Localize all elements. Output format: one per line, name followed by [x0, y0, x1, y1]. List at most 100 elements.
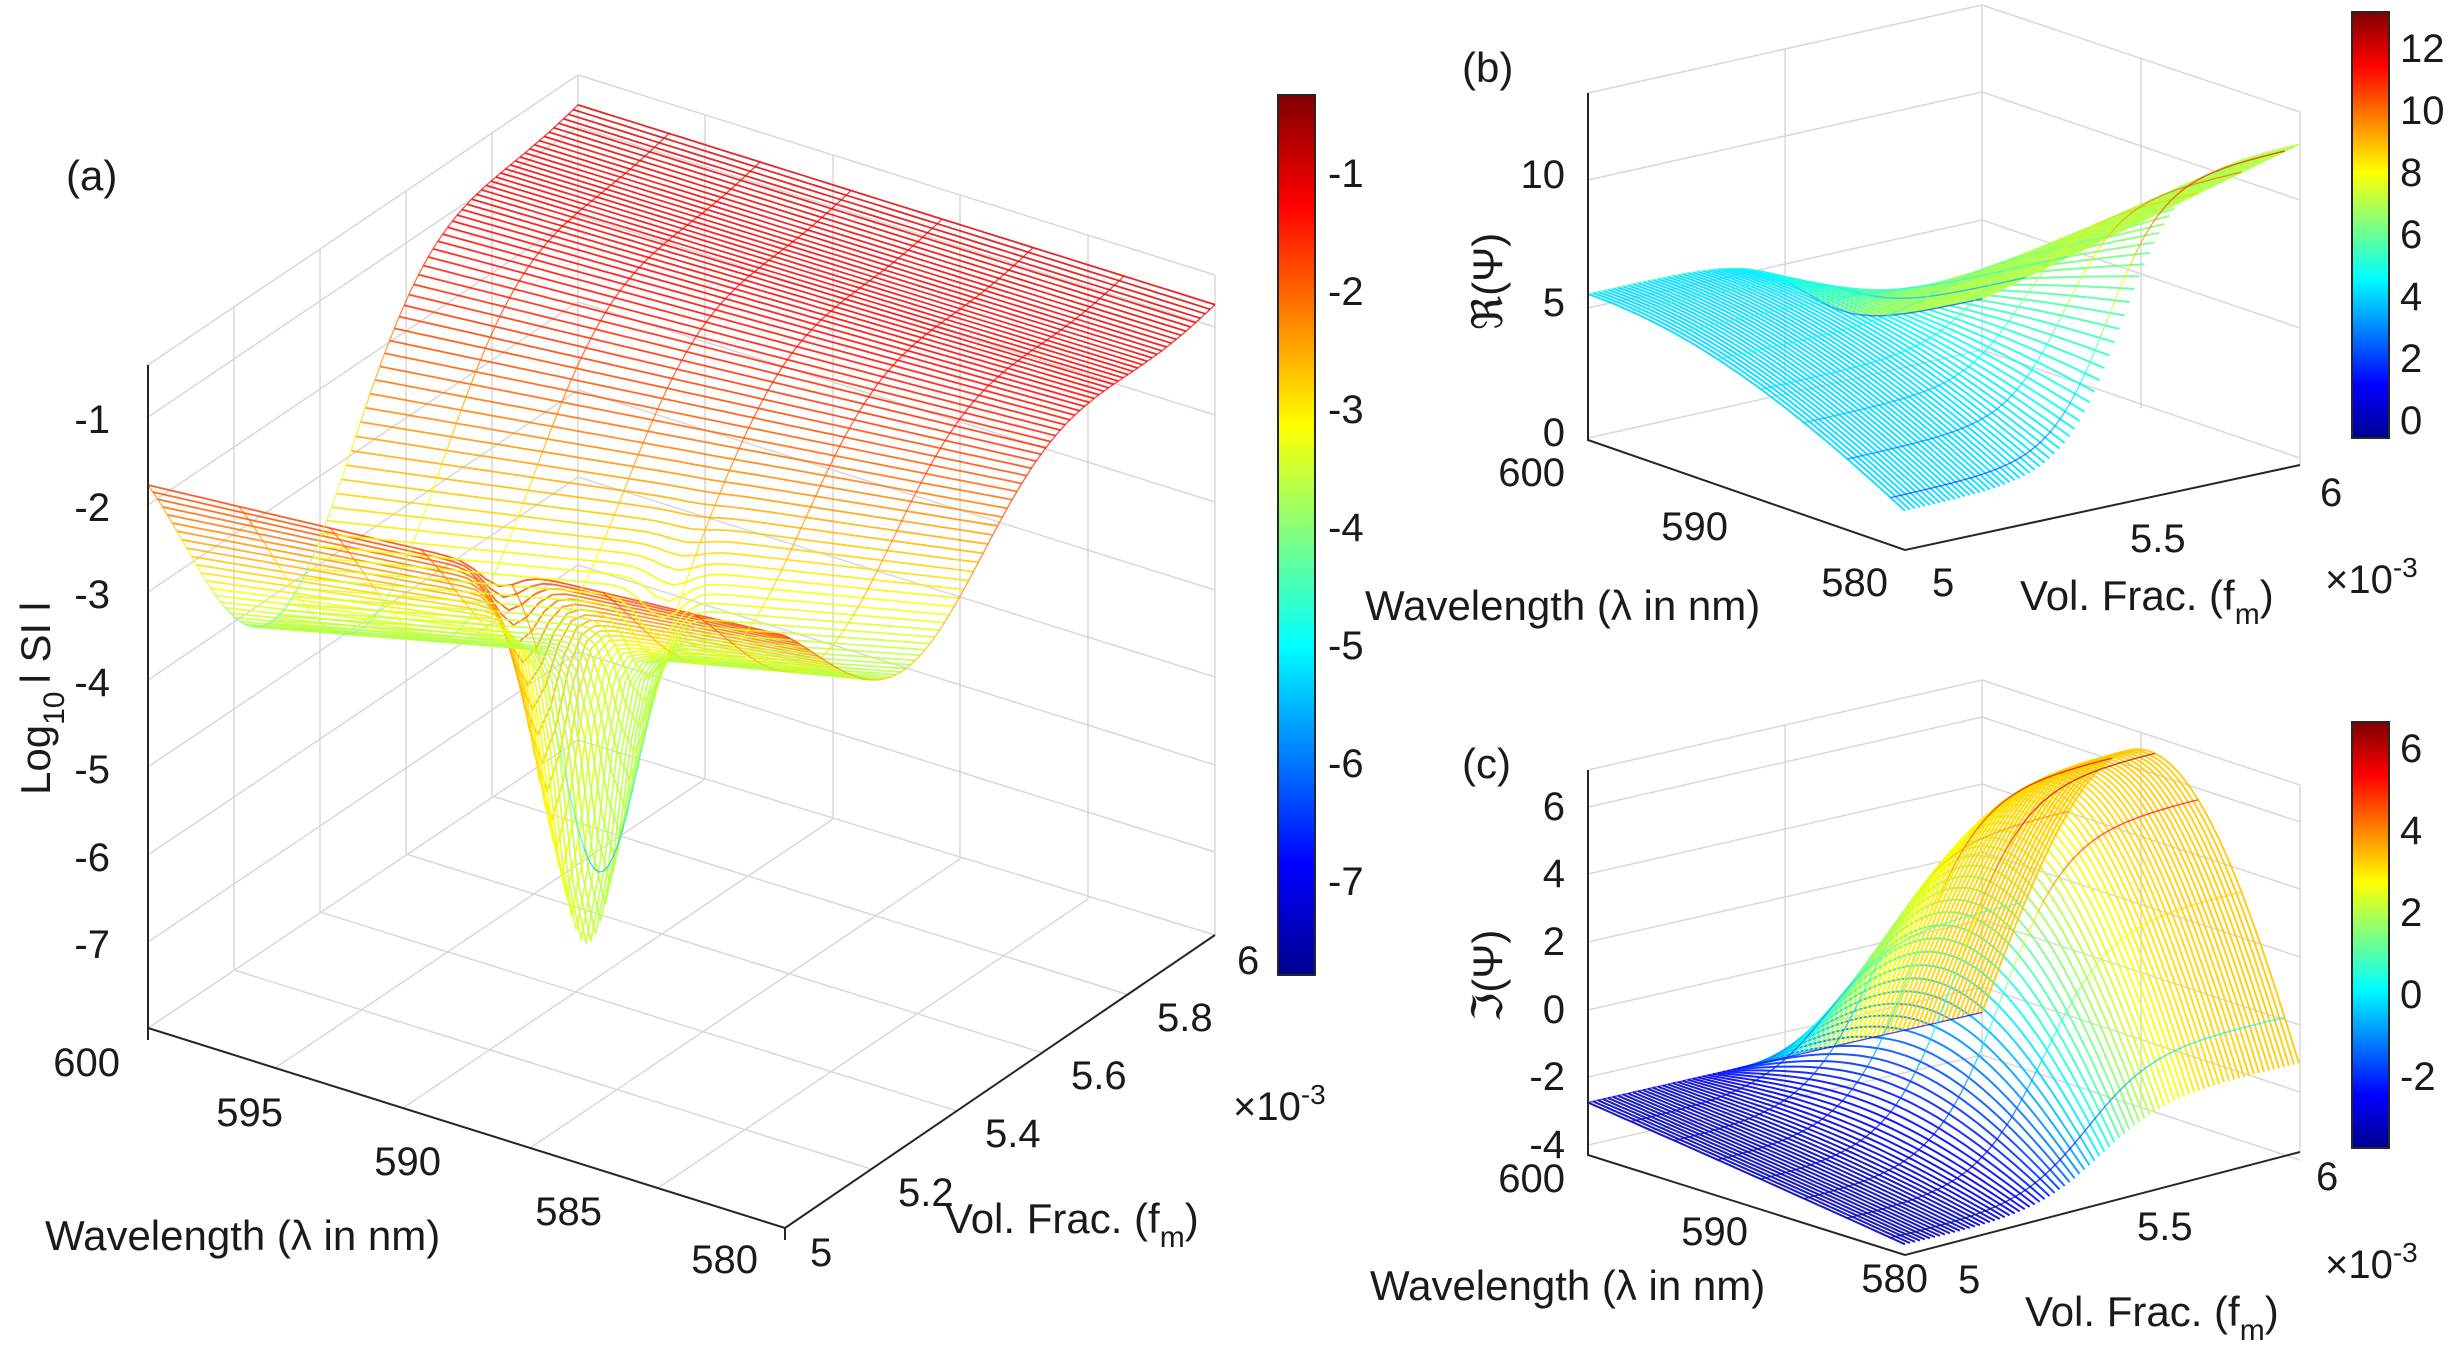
surfA-mesh-line	[442, 233, 1080, 412]
surfA-mesh-cross	[639, 155, 646, 162]
surfB-mesh-cross	[2054, 239, 2061, 243]
surfA-mesh-cross	[546, 426, 553, 440]
surfA-mesh-cross	[973, 394, 980, 402]
surfC-mesh-cross	[1780, 1171, 1786, 1175]
surfA-mesh-cross	[598, 870, 604, 873]
surfC-mesh-cross	[1858, 990, 1865, 1002]
surfA-mesh-cross	[1190, 322, 1197, 328]
surfA-mesh-cross	[620, 172, 626, 178]
surfC-mesh-cross	[1900, 939, 1906, 944]
surfB-mesh-line	[1702, 269, 2021, 479]
surfA-mesh-cross	[715, 303, 722, 311]
surfA-mesh-cross	[262, 540, 269, 550]
surfA-mesh-cross	[306, 557, 313, 569]
surfC-mesh-cross	[2017, 942, 2025, 956]
surfA-mesh-cross	[847, 672, 853, 677]
surfC-mesh-cross	[1893, 921, 1900, 932]
surfB-mesh-cross	[1798, 304, 1805, 307]
surfA-mesh-cross	[761, 598, 768, 608]
surfC-mesh-cross	[1920, 929, 1926, 934]
surfA-mesh-cross	[756, 606, 764, 616]
surfB-mesh-cross	[1689, 328, 1695, 331]
surfA-mesh-cross	[595, 320, 602, 330]
surfC-mesh-cross	[1908, 1153, 1915, 1159]
surfC-mesh-cross	[1862, 1212, 1868, 1215]
surfB-mesh-cross	[2023, 291, 2030, 300]
surfA-mesh-cross	[836, 199, 842, 205]
surfC-mesh-cross	[2114, 1089, 2121, 1096]
surfC-mesh-line	[1851, 814, 2171, 1104]
surfA-mesh-cross	[796, 340, 803, 348]
surfC-mesh-cross	[1875, 955, 1882, 962]
surfC-mesh-line	[1652, 1086, 1971, 1229]
surfA-mesh-cross	[507, 643, 514, 648]
surfC-mesh-cross	[1770, 1174, 1777, 1178]
surfC-mesh-cross	[1777, 1139, 1783, 1143]
surfC-mesh-cross	[1737, 1152, 1743, 1156]
panel-a-z-tick: -4	[74, 661, 110, 705]
surfC-mesh-cross	[1951, 1017, 1958, 1020]
surfB-mesh-cross	[1822, 301, 1828, 306]
surfC-mesh-cross	[2061, 770, 2068, 774]
surfC-mesh-cross	[1692, 1076, 1698, 1080]
surfA-mesh-line	[534, 143, 1172, 345]
surfC-mesh-cross	[2016, 788, 2023, 794]
surfA-mesh-line	[558, 122, 1196, 324]
surfB-mesh-cross	[1777, 276, 1783, 281]
surfB-mesh-cross	[2000, 281, 2006, 284]
surfC-mesh-cross	[1699, 1132, 1705, 1135]
surfB-mesh-cross	[2114, 221, 2121, 225]
surfB-mesh-cross	[1724, 320, 1730, 323]
surfA-mesh-cross	[514, 156, 521, 162]
surfC-mesh-cross	[1953, 1096, 1960, 1107]
surfA-mesh-line	[471, 198, 1109, 389]
surfB-mesh-cross	[2249, 158, 2255, 161]
surfB-mesh-cross	[2234, 162, 2240, 166]
surfA-mesh-cross	[561, 390, 568, 403]
surfA-mesh-cross	[1027, 247, 1034, 253]
surfA-mesh-line	[350, 449, 989, 545]
surfA-mesh-cross	[667, 235, 674, 241]
surfC-mesh-cross	[2059, 1153, 2066, 1161]
surfB-mesh-line	[1677, 274, 1996, 489]
surfC-mesh-cross	[1820, 1014, 1827, 1022]
surfA-mesh-cross	[572, 104, 579, 111]
surfC-mesh-cross	[1797, 1130, 1803, 1135]
surfB-mesh-cross	[1976, 269, 1983, 273]
surfC-mesh-cross	[1921, 926, 1928, 940]
surfA-mesh-cross	[181, 539, 188, 549]
surfC-mesh-cross	[1872, 1035, 1878, 1039]
surfC-mesh-cross	[1684, 1136, 1690, 1139]
surfB-mesh-cross	[2192, 192, 2199, 196]
surfA-mesh-cross	[603, 865, 610, 872]
surfA-mesh-cross	[881, 550, 888, 561]
surfA-mesh-cross	[565, 608, 572, 618]
surfC-mesh-line	[1662, 1084, 1981, 1227]
surfA-mesh-cross	[843, 622, 850, 631]
surfB-mesh-cross	[1827, 331, 1833, 335]
surfB-mesh-cross	[1981, 415, 1988, 420]
surfC-mesh-cross	[2139, 755, 2146, 758]
surfA-mesh-cross	[363, 572, 370, 581]
panel-a-y-label: Vol. Frac. (fm)	[945, 1195, 1199, 1254]
surfB-mesh-cross	[1772, 345, 1778, 348]
surfC-mesh-cross	[2051, 773, 2058, 777]
surfB-mesh-cross	[2146, 199, 2152, 204]
surfA-mesh-line	[384, 352, 1022, 485]
surfB-mesh-cross	[1857, 454, 1863, 458]
surfA-mesh-cross	[529, 144, 535, 150]
surfB-mesh-cross	[2104, 224, 2111, 227]
surfB-mesh-cross	[1994, 275, 2001, 281]
surfC-mesh-cross	[2052, 876, 2060, 885]
surfA-mesh-cross	[497, 637, 504, 643]
surfB-mesh-cross	[1760, 283, 1766, 286]
surfC-mesh-cross	[1662, 1083, 1668, 1087]
surfC-mesh-cross	[2139, 1067, 2146, 1073]
surfB-mesh-cross	[2149, 219, 2156, 228]
surfB-mesh-cross	[2103, 218, 2109, 222]
surfB-mesh-cross	[1955, 290, 1961, 293]
surfA-mesh-cross	[449, 583, 456, 591]
surfB-mesh-cross	[1946, 431, 1953, 435]
surfB-mesh-cross	[2159, 206, 2166, 214]
surfA-mesh-cross	[832, 664, 839, 670]
